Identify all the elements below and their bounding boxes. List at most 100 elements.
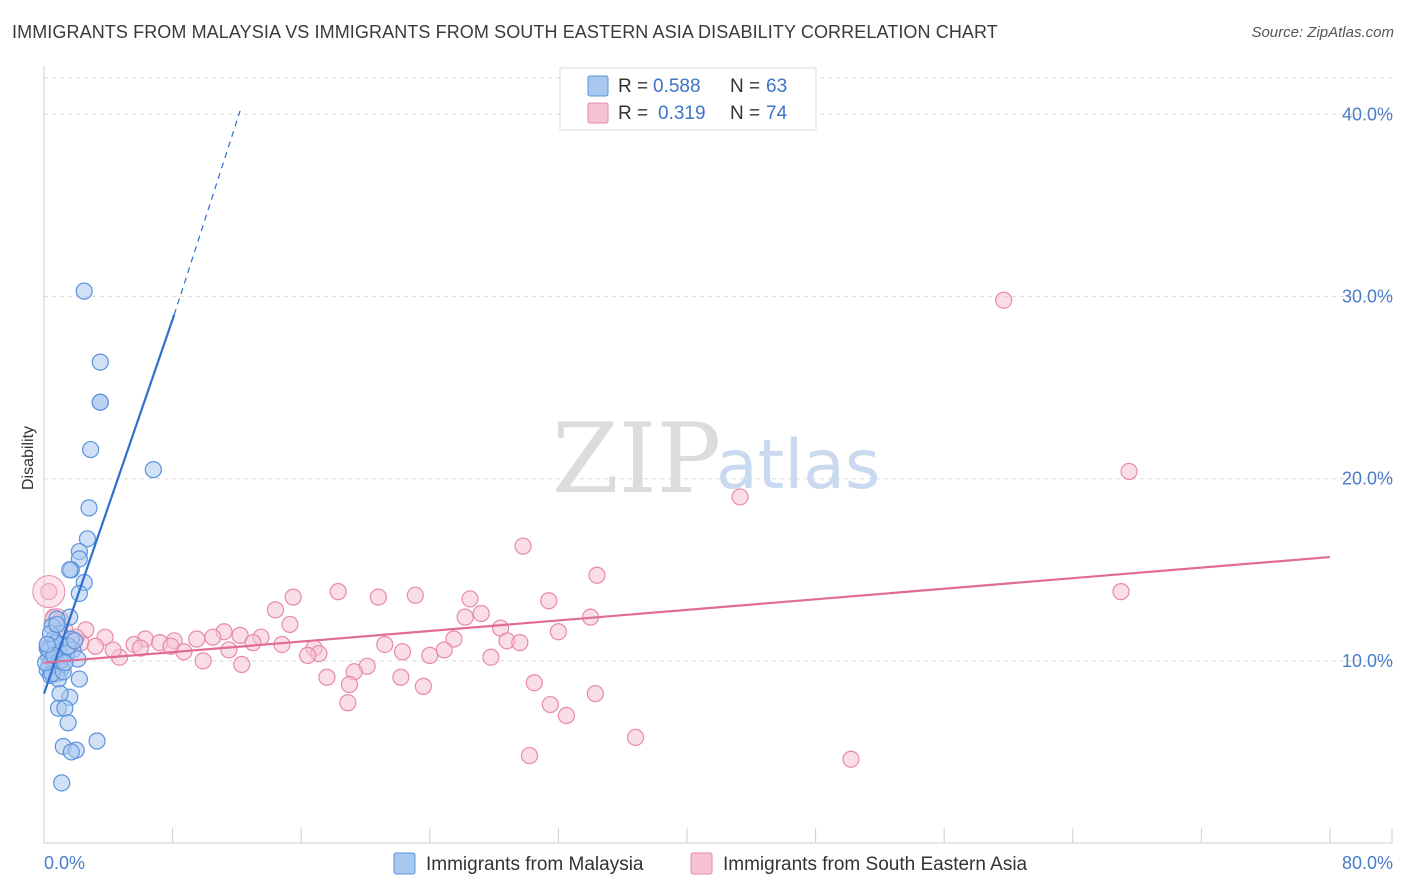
southeast-asia-point (86, 637, 105, 655)
southeast-asia-point (40, 583, 58, 601)
watermark-zip: ZIP (552, 403, 721, 515)
trend-line-southeast-asia (43, 555, 1331, 664)
legend-r-label-blue: R = (618, 76, 648, 97)
legend-swatch-southeast-asia (690, 852, 713, 875)
southeast-asia-cluster-point (32, 575, 66, 609)
y-tick-labels: 10.0% 20.0% 30.0% 40.0% (1342, 104, 1393, 670)
southeast-asia-point (188, 630, 206, 648)
malaysia-point (56, 654, 74, 672)
southeast-asia-point (540, 592, 558, 610)
y-tick-label: 20.0% (1342, 469, 1393, 489)
series-southeast-asia-points (32, 291, 1138, 768)
southeast-asia-point (281, 615, 299, 634)
legend-label-southeast-asia: Immigrants from South Eastern Asia (723, 854, 1028, 875)
malaysia-point (65, 632, 84, 650)
southeast-asia-point (626, 728, 645, 746)
southeast-asia-point (445, 630, 463, 648)
legend-n-value-pink: 74 (766, 103, 788, 124)
southeast-asia-point (435, 641, 453, 659)
southeast-asia-point (266, 601, 285, 619)
southeast-asia-point (131, 639, 150, 657)
southeast-asia-point (376, 635, 394, 654)
legend-r-value-blue: 0.588 (653, 76, 701, 97)
y-tick-label: 30.0% (1342, 287, 1393, 307)
malaysia-point (61, 561, 79, 579)
southeast-asia-point (588, 566, 606, 584)
southeast-asia-point (472, 604, 490, 623)
southeast-asia-point (329, 583, 347, 601)
malaysia-point (48, 615, 66, 634)
trend-line-malaysia (42, 314, 176, 695)
southeast-asia-point (842, 750, 860, 768)
southeast-asia-point (204, 628, 222, 646)
southeast-asia-point (233, 655, 251, 674)
southeast-asia-point (995, 291, 1013, 309)
southeast-asia-point (731, 488, 749, 506)
y-tick-label: 10.0% (1342, 651, 1393, 671)
southeast-asia-point (231, 626, 249, 644)
malaysia-point (91, 353, 109, 371)
trend-line-malaysia-extension (173, 110, 241, 315)
southeast-asia-point (421, 646, 439, 664)
southeast-asia-point (194, 652, 212, 670)
southeast-asia-point (511, 634, 529, 652)
malaysia-point (51, 685, 69, 703)
southeast-asia-point (557, 706, 576, 725)
southeast-asia-point (318, 668, 336, 686)
grid-lines (44, 77, 1392, 662)
legend-r-label-pink: R = (618, 103, 648, 124)
malaysia-point (56, 699, 74, 717)
southeast-asia-point (284, 588, 302, 606)
legend-n-label-pink: N = (730, 103, 760, 124)
y-axis-title: Disability (20, 426, 37, 490)
malaysia-point (91, 393, 109, 411)
southeast-asia-point (369, 588, 387, 606)
x-ticks (43, 828, 1393, 843)
correlation-legend: R = 0.588 N = 63 R = 0.319 N = 74 (559, 67, 817, 131)
southeast-asia-point (299, 646, 317, 664)
malaysia-point (38, 635, 56, 654)
legend-n-label-blue: N = (730, 76, 760, 97)
series-legend: Immigrants from Malaysia Immigrants from… (393, 852, 1028, 875)
malaysia-point (80, 499, 98, 517)
malaysia-point (78, 530, 97, 548)
southeast-asia-point (339, 694, 357, 712)
southeast-asia-point (392, 668, 410, 686)
southeast-asia-point (549, 623, 568, 641)
malaysia-point (144, 461, 162, 479)
southeast-asia-point (514, 537, 532, 555)
southeast-asia-point (414, 677, 432, 695)
legend-label-malaysia: Immigrants from Malaysia (426, 854, 644, 875)
southeast-asia-point (1112, 583, 1130, 601)
malaysia-point (53, 774, 71, 792)
southeast-asia-point (482, 648, 500, 666)
malaysia-point (88, 732, 106, 750)
southeast-asia-point (461, 590, 479, 608)
legend-n-value-blue: 63 (766, 76, 787, 97)
series-malaysia-points (37, 282, 162, 792)
malaysia-point (75, 282, 93, 300)
malaysia-point (82, 440, 100, 459)
southeast-asia-point (456, 608, 474, 626)
southeast-asia-point (244, 634, 262, 652)
southeast-asia-point (541, 695, 559, 714)
southeast-asia-point (520, 746, 539, 765)
legend-swatch-blue (587, 75, 609, 97)
southeast-asia-point (340, 675, 359, 694)
chart-title: IMMIGRANTS FROM MALAYSIA VS IMMIGRANTS F… (12, 22, 998, 42)
legend-swatch-malaysia (393, 852, 416, 875)
trend-lines (42, 110, 1331, 695)
x-tick-label-min: 0.0% (44, 853, 85, 873)
southeast-asia-point (393, 643, 412, 661)
watermark: ZIP atlas (552, 403, 880, 515)
y-tick-label: 40.0% (1342, 104, 1393, 124)
southeast-asia-point (586, 685, 604, 703)
malaysia-point (70, 670, 88, 688)
southeast-asia-point (1120, 462, 1138, 481)
source-credit: Source: ZipAtlas.com (1251, 24, 1394, 41)
southeast-asia-point (525, 674, 543, 692)
southeast-asia-point (406, 586, 424, 604)
legend-r-value-pink: 0.319 (658, 103, 706, 124)
malaysia-point (62, 743, 80, 761)
